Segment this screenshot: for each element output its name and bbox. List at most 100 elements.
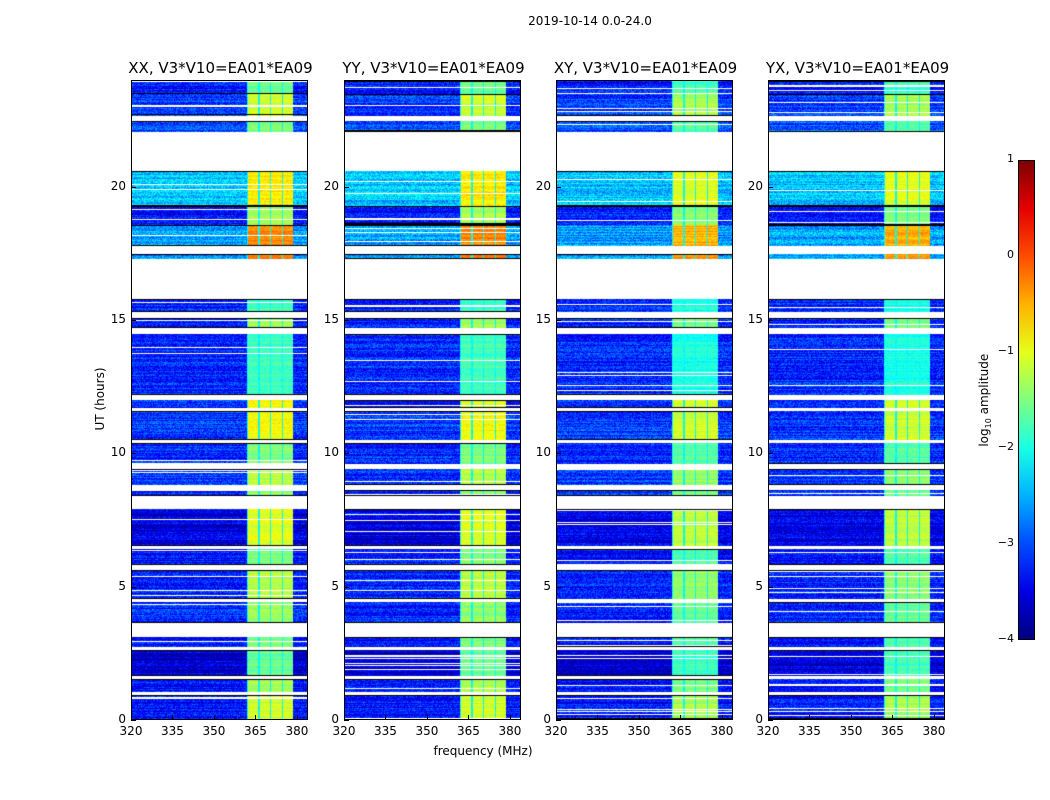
heatmap-panel: YX, V3*V10=EA01*EA09: [766, 59, 949, 720]
colorbar-label-sub: 10: [984, 418, 994, 429]
x-tick-label: 365: [457, 724, 480, 738]
y-tick-label: 10: [110, 445, 126, 460]
x-tick-label: 380: [285, 724, 309, 738]
y-tick-label: 10: [747, 445, 763, 460]
y-tick-mark: [131, 320, 136, 321]
x-tick-label: 380: [710, 724, 734, 738]
colorbar-tick-label: −3: [997, 536, 1014, 549]
y-tick-mark: [131, 186, 136, 188]
y-tick-mark: [556, 186, 561, 188]
heatmap-image: [557, 81, 732, 719]
y-tick-mark: [344, 186, 349, 188]
y-tick-label: 0: [331, 712, 339, 726]
x-tick-mark: [213, 715, 215, 720]
y-tick-label: 15: [323, 312, 339, 326]
y-tick-label: 20: [323, 178, 339, 193]
x-tick-mark: [426, 715, 428, 720]
x-tick-mark: [509, 715, 511, 720]
x-tick-label: 320: [544, 724, 568, 738]
x-tick-mark: [296, 715, 298, 720]
y-tick-mark: [768, 720, 773, 721]
y-tick-label: 0: [755, 712, 763, 726]
x-tick-label: 350: [839, 724, 863, 738]
x-tick-label: 335: [798, 724, 821, 738]
x-tick-mark: [597, 715, 599, 720]
x-tick-label: 365: [881, 724, 904, 738]
y-tick-mark: [556, 320, 561, 321]
colorbar-tick-label: 0: [1007, 248, 1014, 261]
colorbar-tick-label: 1: [1007, 152, 1014, 165]
heatmap-image: [132, 81, 307, 719]
y-tick-label: 5: [118, 578, 126, 593]
colorbar-label: log10 amplitude: [977, 335, 993, 465]
heatmap-image: [769, 81, 944, 719]
x-tick-label: 365: [244, 724, 267, 738]
x-tick-label: 350: [202, 724, 226, 738]
colorbar: [1018, 160, 1035, 640]
y-tick-mark: [768, 186, 773, 188]
colorbar-label-main: log: [976, 428, 991, 447]
y-tick-mark: [344, 320, 349, 321]
y-tick-mark: [556, 586, 561, 588]
panel-title: XX, V3*V10=EA01*EA09: [128, 59, 313, 77]
y-tick-mark: [768, 453, 773, 455]
x-tick-label: 380: [498, 724, 522, 738]
x-tick-mark: [892, 715, 894, 720]
x-tick-label: 365: [669, 724, 692, 738]
heatmap-image: [345, 81, 520, 719]
x-tick-mark: [680, 715, 682, 720]
x-tick-label: 320: [119, 724, 143, 738]
figure-title: 2019-10-14 0.0-24.0: [528, 14, 652, 28]
y-tick-label: 5: [755, 578, 763, 593]
x-tick-mark: [468, 715, 470, 720]
y-tick-mark: [768, 320, 773, 321]
colorbar-tick-label: −1: [997, 344, 1014, 357]
y-tick-mark: [131, 720, 136, 721]
x-tick-label: 335: [374, 724, 397, 738]
x-tick-mark: [638, 715, 640, 720]
x-tick-label: 335: [586, 724, 609, 738]
colorbar-tick-label: −4: [997, 632, 1014, 645]
y-tick-label: 0: [118, 712, 126, 726]
panel-title: YY, V3*V10=EA01*EA09: [342, 59, 525, 77]
x-tick-mark: [255, 715, 257, 720]
x-tick-mark: [933, 715, 935, 720]
x-tick-label: 320: [332, 724, 356, 738]
y-tick-mark: [131, 453, 136, 455]
x-tick-mark: [768, 715, 769, 720]
colorbar-label-rest: amplitude: [976, 353, 991, 419]
y-tick-mark: [344, 586, 349, 588]
x-axis-label: frequency (MHz): [433, 744, 533, 758]
panel-title: YX, V3*V10=EA01*EA09: [765, 59, 950, 77]
x-tick-mark: [131, 715, 132, 720]
y-tick-mark: [344, 453, 349, 455]
y-tick-label: 10: [535, 445, 551, 460]
y-tick-label: 20: [110, 178, 126, 193]
y-tick-label: 10: [323, 445, 339, 460]
y-tick-mark: [344, 720, 349, 721]
y-tick-mark: [768, 586, 773, 588]
y-tick-label: 15: [535, 312, 551, 326]
y-tick-mark: [556, 720, 561, 721]
y-tick-label: 20: [747, 178, 763, 193]
x-tick-mark: [385, 715, 387, 720]
x-tick-mark: [809, 715, 811, 720]
x-tick-mark: [172, 715, 174, 720]
y-tick-label: 5: [331, 578, 339, 593]
heatmap-panel: XY, V3*V10=EA01*EA09: [554, 59, 737, 720]
y-tick-label: 15: [110, 312, 126, 326]
y-tick-mark: [556, 453, 561, 455]
x-tick-mark: [344, 715, 345, 720]
x-tick-label: 320: [756, 724, 780, 738]
y-tick-label: 15: [747, 312, 763, 326]
x-tick-label: 350: [627, 724, 651, 738]
x-tick-mark: [850, 715, 852, 720]
x-tick-label: 380: [922, 724, 946, 738]
x-tick-mark: [721, 715, 723, 720]
heatmap-panel: YY, V3*V10=EA01*EA09: [342, 59, 525, 720]
y-tick-label: 0: [543, 712, 551, 726]
y-tick-mark: [131, 586, 136, 588]
heatmap-panel: XX, V3*V10=EA01*EA09: [128, 59, 313, 720]
panel-title: XY, V3*V10=EA01*EA09: [553, 59, 738, 77]
